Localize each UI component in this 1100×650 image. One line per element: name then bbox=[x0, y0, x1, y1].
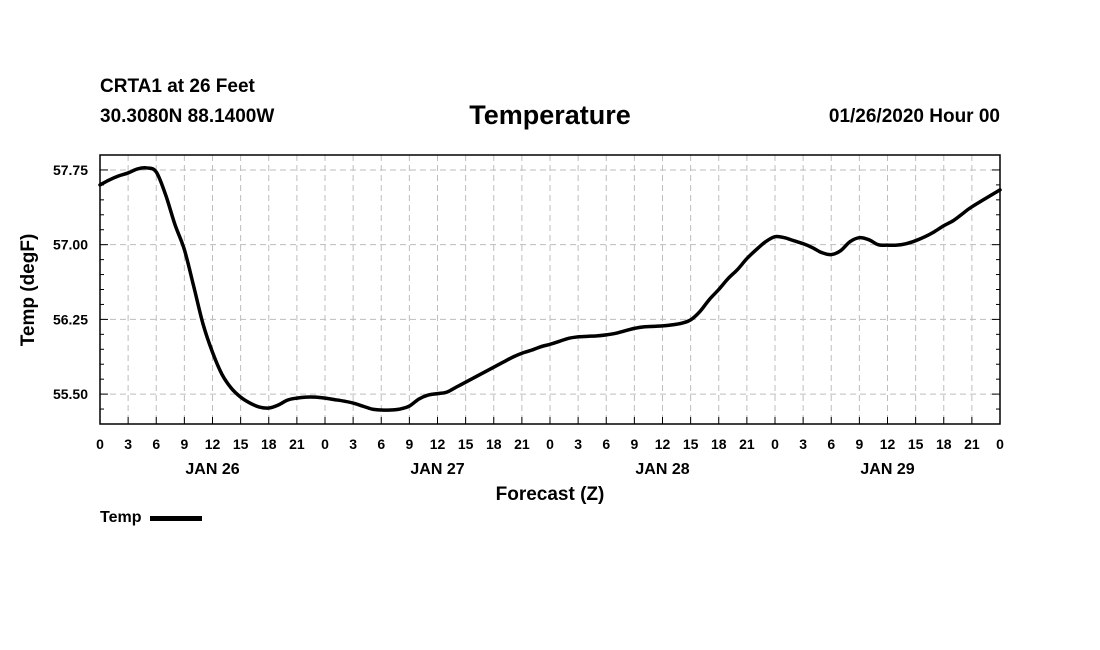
x-tick-label: 0 bbox=[546, 436, 554, 452]
x-tick-label: 21 bbox=[514, 436, 530, 452]
x-tick-label: 12 bbox=[205, 436, 221, 452]
x-tick-label: 9 bbox=[630, 436, 638, 452]
x-tick-label: 15 bbox=[458, 436, 474, 452]
x-day-label: JAN 27 bbox=[410, 461, 464, 478]
x-tick-label: 12 bbox=[430, 436, 446, 452]
x-tick-label: 3 bbox=[349, 436, 357, 452]
temp-series-line bbox=[98, 166, 1002, 412]
x-tick-label: 3 bbox=[574, 436, 582, 452]
tick-labels: 0 3 6 9 12 15 18 21 0 3 6 9 12 15 18 21 0 3 6 9 12 15 18 21 0 3 6 9… bbox=[53, 162, 1004, 478]
x-tick-label: 3 bbox=[124, 436, 132, 452]
x-tick-label: 6 bbox=[377, 436, 385, 452]
x-tick-label: 12 bbox=[655, 436, 671, 452]
x-tick-label: 6 bbox=[827, 436, 835, 452]
x-tick-label: 21 bbox=[289, 436, 305, 452]
x-day-label: JAN 28 bbox=[635, 461, 689, 478]
x-axis-title: Forecast (Z) bbox=[496, 484, 605, 505]
x-tick-label: 6 bbox=[152, 436, 160, 452]
x-tick-label: 18 bbox=[261, 436, 277, 452]
x-tick-label: 21 bbox=[964, 436, 980, 452]
grid-lines bbox=[100, 155, 1000, 424]
x-tick-label: 18 bbox=[936, 436, 952, 452]
y-tick-label: 57.00 bbox=[53, 237, 88, 253]
y-axis-title: Temp (degF) bbox=[18, 234, 39, 347]
x-tick-label: 3 bbox=[799, 436, 807, 452]
x-tick-label: 9 bbox=[855, 436, 863, 452]
x-tick-label: 12 bbox=[880, 436, 896, 452]
chart-title: Temperature bbox=[469, 100, 631, 130]
legend: Temp bbox=[100, 509, 203, 527]
y-tick-label: 56.25 bbox=[53, 311, 88, 327]
legend-label: Temp bbox=[100, 509, 142, 526]
x-tick-label: 9 bbox=[405, 436, 413, 452]
x-day-label: JAN 29 bbox=[860, 461, 914, 478]
y-tick-label: 57.75 bbox=[53, 162, 88, 178]
plot-frame bbox=[99, 154, 1001, 425]
x-day-label: JAN 26 bbox=[185, 461, 239, 478]
x-tick-label: 6 bbox=[602, 436, 610, 452]
x-tick-label: 21 bbox=[739, 436, 755, 452]
x-tick-label: 15 bbox=[683, 436, 699, 452]
x-tick-label: 18 bbox=[486, 436, 502, 452]
x-tick-label: 0 bbox=[321, 436, 329, 452]
forecast-date-label: 01/26/2020 Hour 00 bbox=[828, 106, 1000, 127]
x-tick-label: 9 bbox=[180, 436, 188, 452]
x-tick-label: 15 bbox=[233, 436, 249, 452]
x-tick-label: 18 bbox=[711, 436, 727, 452]
y-tick-label: 55.50 bbox=[53, 386, 88, 402]
x-tick-label: 0 bbox=[996, 436, 1004, 452]
x-tick-label: 15 bbox=[908, 436, 924, 452]
station-label: CRTA1 at 26 Feet bbox=[100, 76, 255, 97]
x-tick-label: 0 bbox=[96, 436, 104, 452]
legend-line-swatch bbox=[150, 515, 203, 521]
coordinates-label: 30.3080N 88.1400W bbox=[100, 106, 275, 127]
x-tick-label: 0 bbox=[771, 436, 779, 452]
